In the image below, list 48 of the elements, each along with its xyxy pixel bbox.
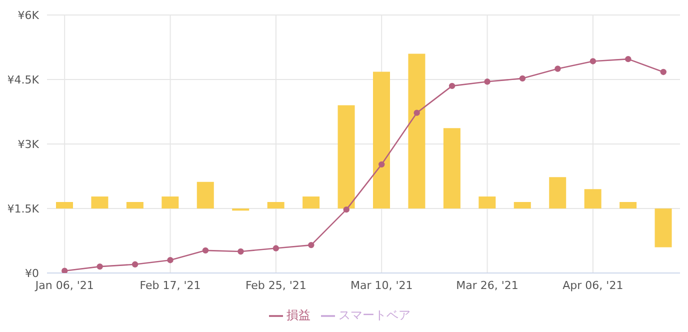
x-tick-label: Jan 06, '21 [34, 278, 94, 292]
legend-label: 損益 [286, 308, 310, 322]
y-tick-label: ¥0 [25, 266, 39, 280]
point [414, 110, 420, 116]
x-tick-label: Feb 17, '21 [140, 278, 201, 292]
x-tick-label: Mar 26, '21 [456, 278, 518, 292]
y-tick-label: ¥4.5K [7, 73, 40, 86]
bar [654, 208, 672, 248]
x-tick-label: Mar 10, '21 [350, 278, 413, 292]
bar [408, 54, 426, 208]
point [167, 257, 174, 264]
point [378, 161, 385, 168]
bar [338, 105, 355, 208]
bar [373, 72, 390, 208]
bar [620, 202, 637, 208]
point [484, 78, 490, 85]
bar [267, 202, 284, 208]
x-tick-label: Feb 25, '21 [245, 278, 306, 292]
point [238, 248, 244, 255]
point [272, 245, 280, 252]
bar [584, 189, 602, 208]
point [62, 268, 68, 273]
point [554, 66, 561, 72]
y-tick-label: ¥3K [18, 138, 40, 151]
point [132, 261, 138, 268]
legend-label: スマートベア [338, 308, 410, 322]
y-tick-label: ¥6K [18, 8, 40, 22]
point [202, 247, 209, 254]
point [660, 68, 666, 76]
bar [126, 202, 144, 208]
bar [443, 128, 460, 208]
bar [514, 202, 531, 208]
bar [196, 182, 214, 208]
point [308, 242, 314, 248]
point [625, 56, 632, 62]
point [343, 206, 350, 213]
point [96, 263, 103, 270]
point [448, 82, 456, 90]
bar [549, 177, 566, 208]
bar [56, 202, 73, 208]
bar [478, 196, 496, 208]
bar [91, 196, 108, 208]
bar [302, 196, 320, 208]
x-tick-label: Apr 06, '21 [562, 278, 624, 292]
y-tick-label: ¥1.5K [7, 202, 40, 216]
point [590, 58, 596, 64]
point [519, 75, 526, 82]
bar [162, 196, 179, 208]
